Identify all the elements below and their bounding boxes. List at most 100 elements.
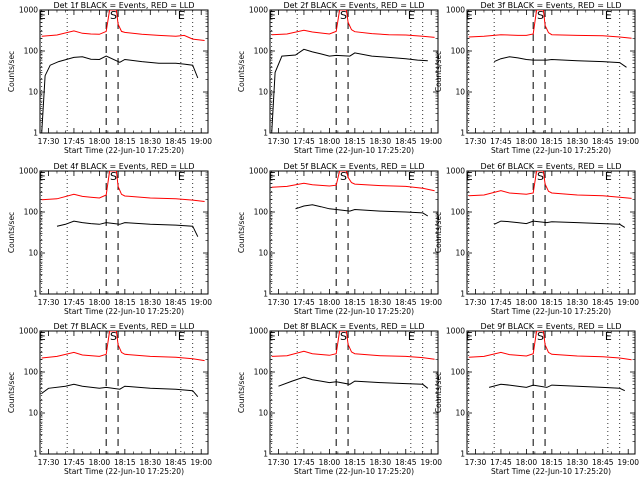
marker-letter: E — [178, 170, 185, 183]
x-tick-label: 18:15 — [541, 458, 563, 467]
x-axis-label: Start Time (22-Jun-10 17:25:20) — [294, 467, 414, 476]
y-tick-label: 100 — [24, 47, 39, 56]
lld-series-line — [271, 331, 435, 360]
axes-frame — [39, 330, 209, 455]
x-tick-label: 19:00 — [617, 298, 639, 307]
y-tick-label: 100 — [24, 368, 39, 377]
y-tick-label: 1000 — [446, 327, 465, 336]
x-tick-label: 18:15 — [541, 298, 563, 307]
x-tick-label: 19:00 — [420, 458, 442, 467]
marker-letter: S — [110, 170, 117, 183]
y-tick-label: 10 — [28, 88, 38, 97]
marker-letter: S — [340, 170, 347, 183]
lld-series-line — [41, 171, 205, 202]
y-tick-label: 1 — [263, 450, 268, 459]
x-axis-label: Start Time (22-Jun-10 17:25:20) — [491, 467, 611, 476]
x-tick-label: 17:30 — [268, 458, 290, 467]
panel-title: Det 7f BLACK = Events, RED = LLD — [53, 322, 194, 331]
x-tick-label: 18:45 — [395, 458, 417, 467]
lld-series-line — [271, 10, 435, 38]
x-tick-label: 19:00 — [420, 137, 442, 146]
y-tick-label: 100 — [451, 47, 466, 56]
y-tick-label: 1000 — [446, 167, 465, 176]
x-tick-label: 17:45 — [490, 458, 512, 467]
y-tick-label: 1000 — [19, 327, 38, 336]
y-tick-label: 1 — [33, 450, 38, 459]
x-tick-label: 17:45 — [63, 137, 85, 146]
y-tick-label: 100 — [24, 208, 39, 217]
y-tick-label: 1000 — [249, 6, 268, 15]
x-tick-label: 18:30 — [369, 298, 391, 307]
x-tick-label: 18:15 — [114, 298, 136, 307]
panel-title: Det 9f BLACK = Events, RED = LLD — [480, 322, 621, 331]
axes-frame — [466, 330, 636, 455]
y-tick-label: 10 — [455, 88, 465, 97]
x-tick-label: 18:45 — [395, 137, 417, 146]
x-tick-label: 17:45 — [490, 298, 512, 307]
y-axis-label: Counts/sec — [237, 212, 246, 253]
y-tick-label: 1 — [460, 129, 465, 138]
y-axis-label: Counts/sec — [7, 372, 16, 413]
x-tick-label: 17:30 — [38, 137, 60, 146]
y-axis-label: Counts/sec — [237, 372, 246, 413]
marker-letter: S — [110, 9, 117, 22]
x-tick-label: 19:00 — [190, 458, 212, 467]
y-axis-label: Counts/sec — [434, 372, 443, 413]
x-tick-label: 18:45 — [592, 458, 614, 467]
marker-letter: E — [466, 9, 473, 22]
y-tick-label: 1 — [33, 129, 38, 138]
lld-series-line — [271, 171, 435, 192]
lld-series-line — [468, 171, 632, 199]
panel-det-5: Det 5f BLACK = Events, RED = LLD 1 10 100 10… — [237, 162, 442, 316]
x-tick-label: 19:00 — [190, 298, 212, 307]
events-series-line — [41, 55, 199, 133]
x-tick-label: 18:30 — [566, 298, 588, 307]
y-tick-label: 10 — [455, 409, 465, 418]
panel-det-6: Det 6f BLACK = Events, RED = LLD 1 10 100 10… — [434, 162, 639, 316]
y-tick-label: 10 — [258, 88, 268, 97]
panel-title: Det 6f BLACK = Events, RED = LLD — [480, 162, 621, 171]
x-tick-label: 18:15 — [114, 458, 136, 467]
axes-frame — [466, 9, 636, 134]
marker-letter: E — [605, 330, 612, 343]
x-axis-label: Start Time (22-Jun-10 17:25:20) — [491, 307, 611, 316]
x-axis-label: Start Time (22-Jun-10 17:25:20) — [294, 307, 414, 316]
marker-letter: E — [408, 9, 415, 22]
y-tick-label: 10 — [28, 249, 38, 258]
x-tick-label: 19:00 — [190, 137, 212, 146]
x-tick-label: 17:45 — [490, 137, 512, 146]
lld-series-line — [468, 10, 632, 39]
y-tick-label: 100 — [254, 368, 269, 377]
x-tick-label: 18:45 — [592, 298, 614, 307]
x-tick-label: 17:45 — [293, 137, 315, 146]
marker-letter: S — [110, 330, 117, 343]
y-tick-label: 100 — [451, 368, 466, 377]
y-tick-label: 10 — [258, 409, 268, 418]
axes-frame — [466, 170, 636, 295]
x-tick-label: 18:00 — [89, 298, 111, 307]
x-tick-label: 18:30 — [139, 458, 161, 467]
x-tick-label: 17:30 — [38, 298, 60, 307]
marker-letter: E — [408, 330, 415, 343]
x-tick-label: 18:00 — [516, 458, 538, 467]
marker-letter: E — [466, 330, 473, 343]
axes-frame — [269, 170, 439, 295]
y-tick-label: 1 — [460, 290, 465, 299]
marker-letter: E — [605, 170, 612, 183]
x-tick-label: 18:30 — [369, 458, 391, 467]
events-series-line — [493, 220, 626, 228]
x-axis-label: Start Time (22-Jun-10 17:25:20) — [294, 146, 414, 155]
x-tick-label: 17:45 — [293, 298, 315, 307]
panel-det-1: Det 1f BLACK = Events, RED = LLD 1 10 100 10… — [7, 1, 212, 155]
y-tick-label: 1 — [460, 450, 465, 459]
events-series-line — [271, 48, 428, 133]
panel-title: Det 4f BLACK = Events, RED = LLD — [53, 162, 194, 171]
marker-letter: S — [537, 9, 544, 22]
x-tick-label: 17:30 — [465, 137, 487, 146]
lld-series-line — [468, 331, 632, 361]
marker-letter: E — [178, 330, 185, 343]
x-tick-label: 17:30 — [38, 458, 60, 467]
panel-title: Det 3f BLACK = Events, RED = LLD — [480, 1, 621, 10]
x-tick-label: 18:30 — [566, 458, 588, 467]
panel-det-9: Det 9f BLACK = Events, RED = LLD 1 10 100 10… — [434, 322, 639, 476]
